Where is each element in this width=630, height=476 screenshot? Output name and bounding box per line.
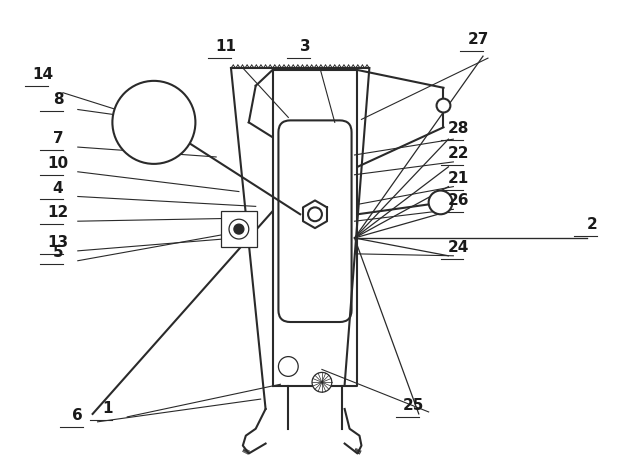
Text: 7: 7 — [53, 131, 64, 146]
Text: 4: 4 — [53, 180, 64, 196]
Text: 21: 21 — [448, 170, 469, 186]
Text: 8: 8 — [53, 91, 64, 107]
Text: 5: 5 — [53, 245, 64, 260]
Text: 6: 6 — [72, 408, 83, 423]
Polygon shape — [303, 200, 327, 228]
FancyBboxPatch shape — [221, 211, 256, 247]
Text: 27: 27 — [467, 32, 489, 47]
Text: 10: 10 — [47, 156, 69, 171]
Text: 25: 25 — [403, 398, 425, 413]
Text: 14: 14 — [33, 67, 54, 82]
Circle shape — [437, 99, 450, 112]
Circle shape — [112, 81, 195, 164]
Text: 22: 22 — [447, 146, 469, 161]
Circle shape — [278, 357, 298, 377]
Text: 28: 28 — [448, 121, 469, 136]
Text: 24: 24 — [448, 240, 469, 255]
Text: 12: 12 — [47, 205, 69, 220]
Text: 1: 1 — [102, 401, 113, 416]
Circle shape — [229, 219, 249, 239]
FancyBboxPatch shape — [278, 120, 352, 322]
Text: 26: 26 — [447, 193, 469, 208]
Circle shape — [312, 372, 332, 392]
Text: 2: 2 — [587, 217, 597, 232]
Text: 11: 11 — [215, 39, 236, 54]
Text: 13: 13 — [47, 235, 69, 250]
Text: 3: 3 — [300, 39, 311, 54]
Circle shape — [308, 208, 322, 221]
Circle shape — [428, 190, 452, 214]
Circle shape — [234, 224, 244, 234]
